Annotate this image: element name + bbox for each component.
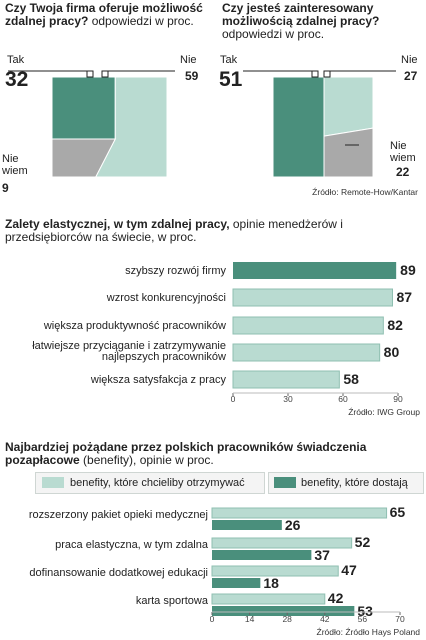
q1-niewiem-label: Nie wiem <box>2 153 28 177</box>
q1-nie-leader <box>104 70 175 77</box>
sec3-title: Najbardziej pożądane przez polskich prac… <box>5 441 425 467</box>
benefit-want-value: 47 <box>341 562 357 578</box>
benefit-want-bar <box>211 507 388 519</box>
benefit-want-bar <box>211 565 339 577</box>
q2-tak-value: 51 <box>219 68 243 91</box>
benefit-get-bar <box>212 520 282 530</box>
advantage-bar <box>232 370 340 389</box>
benefit-want-bar <box>211 537 353 549</box>
advantage-bar <box>232 288 393 307</box>
benefit-want-bar <box>211 593 326 605</box>
q1-frame <box>51 76 168 178</box>
benefit-label: rozszerzony pakiet opieki medycznej <box>29 509 208 521</box>
benefit-label: dofinansowanie dodatkowej edukacji <box>29 567 208 579</box>
q2-tak-marker <box>311 70 319 78</box>
advantage-value: 80 <box>384 344 400 360</box>
advantage-value: 87 <box>397 289 413 305</box>
q2-nie-leader <box>326 70 396 77</box>
q2-niewiem-label: Nie wiem <box>390 140 416 164</box>
benefit-get-value: 26 <box>285 517 301 533</box>
legend-get-label: benefity, które dostają <box>301 477 408 489</box>
sec2-title-rest: opinie menedżerów i przedsiębiorców na ś… <box>5 217 343 244</box>
q2-tak-leader <box>243 70 316 77</box>
q1-niewiem-value: 9 <box>2 181 9 195</box>
q1-tak-value: 32 <box>5 68 29 91</box>
advantage-label-line: najlepszych pracowników <box>102 351 226 363</box>
q2-slice-nie <box>323 76 374 137</box>
q1-title-rest: odpowiedzi w proc. <box>88 14 194 28</box>
q2-nie-value: 27 <box>404 69 418 83</box>
advantage-bar <box>232 343 381 362</box>
q2-nie-marker <box>323 70 331 78</box>
advantage-label: łatwiejsze przyciąganie i zatrzymywanie n… <box>32 340 226 363</box>
advantage-tick-label: 30 <box>283 394 293 404</box>
legend-get-swatch <box>274 477 296 488</box>
advantage-label: szybszy rozwój firmy <box>125 265 226 277</box>
q1-block <box>51 76 168 178</box>
q2-block <box>272 76 374 178</box>
q2-title-bold: Czy jesteś zainteresowany możliwością zd… <box>222 1 380 28</box>
advantages-bar-chart: 89 szybszy rozwój firmy 87 wzrost konkurenc… <box>32 262 416 404</box>
sec3-title-bold: Najbardziej pożądane przez polskich prac… <box>5 440 367 467</box>
benefits-bar-chart: rozszerzony pakiet opieki medycznej 65 26 p… <box>29 504 406 624</box>
q2-slice-niewiem <box>323 127 374 178</box>
benefit-tick-label: 28 <box>282 614 292 624</box>
benefit-get-bar <box>212 606 355 616</box>
q2-slice-tak <box>272 76 325 178</box>
q2-niewiem-value: 22 <box>396 165 410 179</box>
q1-tak-label: Tak <box>7 54 25 66</box>
advantage-value: 82 <box>387 317 403 333</box>
q1-title-bold: Czy Twoja firma oferuje możliwość zdalne… <box>5 1 203 28</box>
sec3-title-rest: (benefity), opinie w proc. <box>79 453 214 467</box>
benefit-want-value: 65 <box>390 504 406 520</box>
q2-title: Czy jesteś zainteresowany możliwością zd… <box>222 2 422 41</box>
benefit-tick-label: 0 <box>210 614 215 624</box>
advantage-tick-label: 0 <box>231 394 236 404</box>
advantage-label: większa satysfakcja z pracy <box>90 374 227 386</box>
benefit-want-value: 52 <box>355 534 371 550</box>
sec3-source: Źródło: Źródło Hays Poland <box>316 627 420 637</box>
q2-title-rest: odpowiedzi w proc. <box>222 27 325 41</box>
advantage-bar <box>233 262 397 279</box>
benefit-tick-label: 42 <box>320 614 330 624</box>
sec2-source: Źródło: IWG Group <box>348 407 420 417</box>
benefit-tick-label: 70 <box>395 614 405 624</box>
q2-frame <box>272 76 374 178</box>
benefit-label: karta sportowa <box>136 595 209 607</box>
benefit-get-bar <box>212 578 261 588</box>
benefit-get-bar <box>212 550 312 560</box>
q1-title: Czy Twoja firma oferuje możliwość zdalne… <box>5 2 210 28</box>
sec2-title: Zalety elastycznej, w tym zdalnej pracy,… <box>5 218 421 244</box>
q2-tak-label: Tak <box>220 54 238 66</box>
legend-get: benefity, które dostają <box>268 472 424 494</box>
legend-want-label: benefity, które chcieliby otrzymywać <box>70 477 245 489</box>
q2-chart <box>243 70 396 178</box>
q1-tak-marker <box>86 70 94 78</box>
legend-want: benefity, które chcieliby otrzymywać <box>35 472 265 494</box>
advantage-label: wzrost konkurencyjności <box>106 292 226 304</box>
advantage-tick-label: 90 <box>393 394 403 404</box>
benefit-get-value: 53 <box>357 603 373 619</box>
q2-source: Źródło: Remote-How/Kantar <box>312 187 418 197</box>
q1-nie-value: 59 <box>185 69 199 83</box>
benefit-tick-label: 14 <box>245 614 255 624</box>
advantage-bar <box>232 316 384 335</box>
q1-nie-label: Nie <box>180 54 197 66</box>
advantage-value: 89 <box>400 262 416 278</box>
benefit-get-value: 37 <box>314 547 330 563</box>
q2-nie-label: Nie <box>401 54 418 66</box>
legend-want-swatch <box>42 477 64 488</box>
benefit-label: praca elastyczna, w tym zdalna <box>55 539 209 551</box>
advantage-value: 58 <box>343 371 359 387</box>
q1-nie-marker <box>101 70 109 78</box>
advantage-label-line: łatwiejsze przyciąganie i zatrzymywanie <box>32 340 226 352</box>
benefit-want-value: 42 <box>328 590 344 606</box>
q1-chart <box>8 70 175 178</box>
benefit-get-value: 18 <box>263 575 279 591</box>
q1-slice-tak <box>51 76 116 140</box>
advantage-tick-label: 60 <box>338 394 348 404</box>
sec2-title-bold: Zalety elastycznej, w tym zdalnej pracy, <box>5 217 230 231</box>
benefit-tick-label: 56 <box>358 614 368 624</box>
advantage-label: większa produktywność pracowników <box>43 320 226 332</box>
